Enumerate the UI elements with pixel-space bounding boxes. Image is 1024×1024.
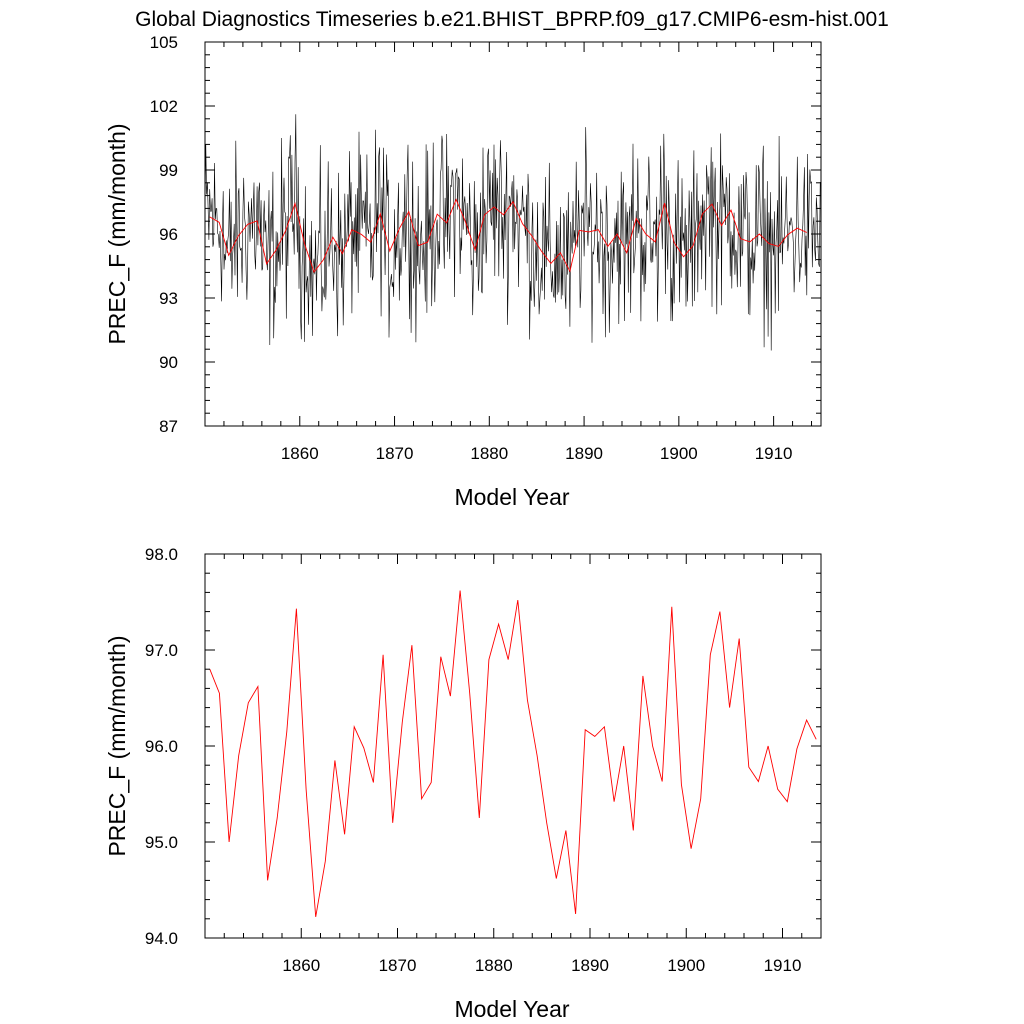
y-tick-label: 102 [150, 97, 178, 116]
bottom-x-axis-label: Model Year [454, 996, 569, 1022]
x-tick-label: 1900 [660, 444, 698, 463]
bottom-plot-frame [204, 553, 822, 939]
top-ticks: 1860 1870 1880 1890 1900 1910 87 90 93 96 99 102 105 [150, 33, 821, 463]
x-tick-label: 1910 [764, 956, 802, 975]
y-tick-label: 99 [159, 161, 178, 180]
top-plot-lines [205, 114, 821, 351]
y-tick-label: 93 [159, 289, 178, 308]
y-tick-label: 94.0 [145, 929, 178, 948]
x-tick-label: 1890 [571, 956, 609, 975]
bottom-panel: 1860 1870 1880 1890 1900 1910 94.0 95.0 96.0 97.0… [104, 545, 822, 1022]
y-tick-label: 98.0 [145, 545, 178, 564]
x-tick-label: 1870 [376, 444, 414, 463]
top-series-monthly-line [205, 114, 821, 351]
x-tick-label: 1870 [379, 956, 417, 975]
bottom-series-annual-line [209, 590, 817, 917]
top-series-annual-line [209, 198, 807, 273]
figure-title: Global Diagnostics Timeseries b.e21.BHIS… [135, 8, 889, 31]
x-tick-label: 1880 [475, 956, 513, 975]
y-tick-label: 105 [150, 33, 178, 52]
x-tick-label: 1890 [565, 444, 603, 463]
x-tick-label: 1860 [281, 444, 319, 463]
x-tick-label: 1910 [755, 444, 793, 463]
y-tick-label: 96 [159, 225, 178, 244]
bottom-plot-lines [209, 590, 817, 917]
top-panel: 1860 1870 1880 1890 1900 1910 87 90 93 96 99 102 105… [104, 33, 822, 510]
top-x-axis-label: Model Year [454, 484, 569, 510]
y-tick-label: 97.0 [145, 641, 178, 660]
top-plot-frame [204, 41, 822, 427]
x-tick-label: 1880 [470, 444, 508, 463]
bottom-y-axis-label: PREC_F (mm/month) [104, 635, 130, 856]
top-y-axis-label: PREC_F (mm/month) [104, 123, 130, 344]
y-tick-label: 90 [159, 353, 178, 372]
x-tick-label: 1860 [282, 956, 320, 975]
y-tick-label: 87 [159, 417, 178, 436]
y-tick-label: 95.0 [145, 833, 178, 852]
y-tick-label: 96.0 [145, 737, 178, 756]
bottom-ticks: 1860 1870 1880 1890 1900 1910 94.0 95.0 96.0 97.0… [145, 545, 822, 975]
x-tick-label: 1900 [667, 956, 705, 975]
